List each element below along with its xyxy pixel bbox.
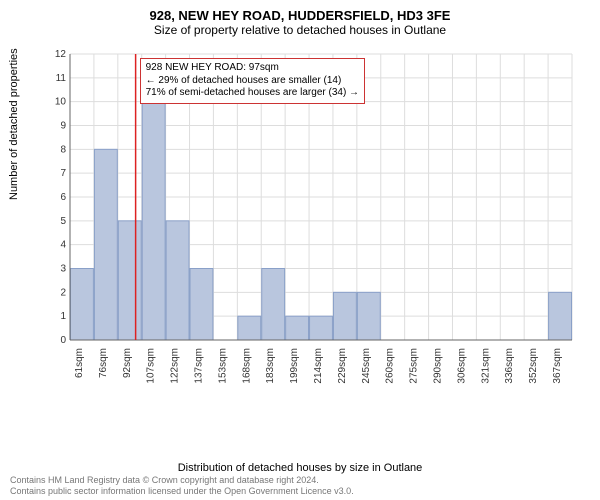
svg-text:199sqm: 199sqm	[289, 348, 300, 384]
svg-text:260sqm: 260sqm	[385, 348, 396, 384]
svg-text:11: 11	[56, 73, 67, 84]
svg-text:9: 9	[60, 121, 66, 132]
svg-text:76sqm: 76sqm	[98, 348, 109, 378]
page-subtitle: Size of property relative to detached ho…	[0, 23, 600, 41]
svg-text:2: 2	[60, 287, 66, 298]
svg-text:168sqm: 168sqm	[241, 348, 252, 384]
svg-text:92sqm: 92sqm	[122, 348, 133, 378]
svg-text:3: 3	[60, 264, 66, 275]
svg-text:306sqm: 306sqm	[456, 348, 467, 384]
svg-text:5: 5	[60, 216, 66, 227]
svg-text:8: 8	[60, 144, 66, 155]
x-axis-label: Distribution of detached houses by size …	[0, 462, 600, 474]
svg-text:12: 12	[55, 50, 67, 60]
svg-text:352sqm: 352sqm	[528, 348, 539, 384]
callout-line-3: 71% of semi-detached houses are larger (…	[146, 87, 359, 100]
svg-text:0: 0	[60, 335, 66, 346]
callout-line-2: ← 29% of detached houses are smaller (14…	[146, 75, 359, 88]
svg-text:1: 1	[60, 311, 66, 322]
page-title: 928, NEW HEY ROAD, HUDDERSFIELD, HD3 3FE	[0, 0, 600, 23]
svg-text:107sqm: 107sqm	[146, 348, 157, 384]
svg-text:61sqm: 61sqm	[74, 348, 85, 378]
svg-text:7: 7	[60, 168, 66, 179]
svg-text:290sqm: 290sqm	[433, 348, 444, 384]
chart-container: 012345678910111261sqm76sqm92sqm107sqm122…	[48, 50, 578, 400]
caption-line-2: Contains public sector information licen…	[10, 486, 354, 497]
attribution-caption: Contains HM Land Registry data © Crown c…	[10, 475, 354, 497]
svg-text:229sqm: 229sqm	[337, 348, 348, 384]
svg-text:4: 4	[60, 240, 66, 251]
svg-text:336sqm: 336sqm	[504, 348, 515, 384]
svg-text:245sqm: 245sqm	[361, 348, 372, 384]
callout-box: 928 NEW HEY ROAD: 97sqm ← 29% of detache…	[140, 58, 365, 104]
svg-text:6: 6	[60, 192, 66, 203]
y-axis-label: Number of detached properties	[8, 48, 20, 200]
svg-text:183sqm: 183sqm	[265, 348, 276, 384]
callout-line-1: 928 NEW HEY ROAD: 97sqm	[146, 62, 359, 75]
svg-text:137sqm: 137sqm	[193, 348, 204, 384]
svg-text:153sqm: 153sqm	[217, 348, 228, 384]
svg-text:214sqm: 214sqm	[313, 348, 324, 384]
caption-line-1: Contains HM Land Registry data © Crown c…	[10, 475, 354, 486]
svg-text:122sqm: 122sqm	[170, 348, 181, 384]
svg-text:275sqm: 275sqm	[409, 348, 420, 384]
svg-text:321sqm: 321sqm	[480, 348, 491, 384]
svg-text:10: 10	[55, 97, 67, 108]
svg-text:367sqm: 367sqm	[552, 348, 563, 384]
